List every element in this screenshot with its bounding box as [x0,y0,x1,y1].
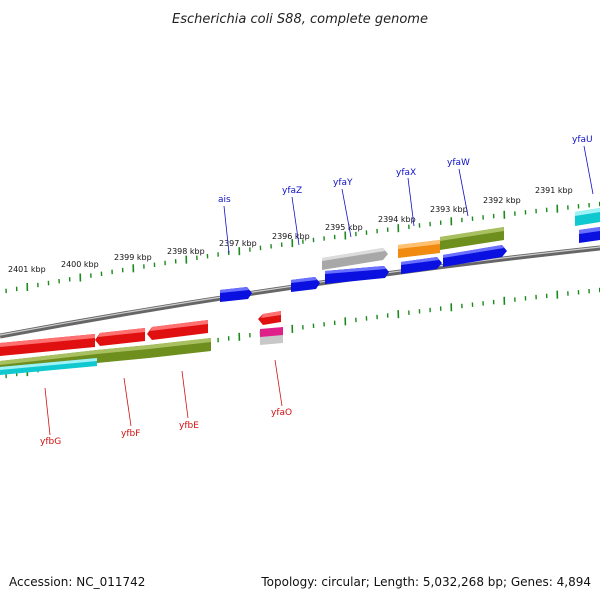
gene-olive-lower-2-shine [97,345,149,354]
gene-yfbE-shine [150,320,208,331]
map-title: Escherichia coli S88, complete genome [172,12,428,27]
gene-yfbG-shine [0,334,95,347]
kbp-label: 2399 kbp [114,253,152,262]
gene-ais-shine [220,287,249,293]
gene-labels-top: ais yfaZ yfaY yfaX yfaW yfaU [218,135,593,205]
gene-label[interactable]: yfaO [271,408,292,418]
kbp-label: 2397 kbp [219,239,257,248]
gene-label[interactable]: yfbE [179,421,199,431]
gene-yfaX-shine [401,257,439,265]
kbp-label: 2392 kbp [483,196,521,205]
kbp-label: 2393 kbp [430,205,468,214]
gene-label[interactable]: yfbF [121,429,140,439]
leader-lines [44,145,594,436]
gene-label[interactable]: yfaW [447,158,470,168]
lower-genes [0,311,283,375]
accession-text: Accession: NC_011742 [9,575,145,589]
gene-label[interactable]: yfaU [572,135,593,145]
upper-genes [220,208,600,302]
gene-yfaW-shine [443,245,504,258]
gene-label[interactable]: ais [218,195,231,205]
scale-labels: 2401 kbp 2400 kbp 2399 kbp 2398 kbp 2397… [8,186,573,274]
gene-olive-upper-shine [440,227,504,241]
gene-cyan-lower-shine [0,358,97,370]
kbp-label: 2398 kbp [167,247,205,256]
gene-label[interactable]: yfaZ [282,186,302,196]
gene-gray[interactable] [322,248,388,270]
gene-yfaU-cyan-shine [575,208,600,216]
gene-label[interactable]: yfaY [333,178,353,188]
gene-yfaW[interactable] [443,245,507,267]
gene-gray-shine [322,248,385,261]
kbp-label: 2394 kbp [378,215,416,224]
kbp-label: 2395 kbp [325,223,363,232]
gene-magenta[interactable] [260,327,283,338]
gene-yfaU-shine [579,227,600,234]
upper-ruler [5,201,600,294]
gene-yfaY-shine [325,266,386,274]
kbp-label: 2400 kbp [61,260,99,269]
genome-summary-text: Topology: circular; Length: 5,032,268 bp… [260,575,591,589]
gene-label[interactable]: yfaX [396,168,416,178]
kbp-label: 2391 kbp [535,186,573,195]
gene-olive-lower-1-shine [0,350,97,365]
gene-yfbF-shine [98,328,145,337]
gene-yfaZ-shine [291,277,317,283]
gene-labels-bottom: yfbG yfbF yfbE yfaO [40,408,292,447]
gene-gray-small[interactable] [260,335,283,345]
kbp-label: 2396 kbp [272,232,310,241]
gene-orange-shine [398,240,440,249]
gene-label[interactable]: yfbG [40,437,61,447]
gene-olive-lower-3-shine [149,338,211,349]
kbp-label: 2401 kbp [8,265,46,274]
gene-yfaO-shine [261,311,281,318]
